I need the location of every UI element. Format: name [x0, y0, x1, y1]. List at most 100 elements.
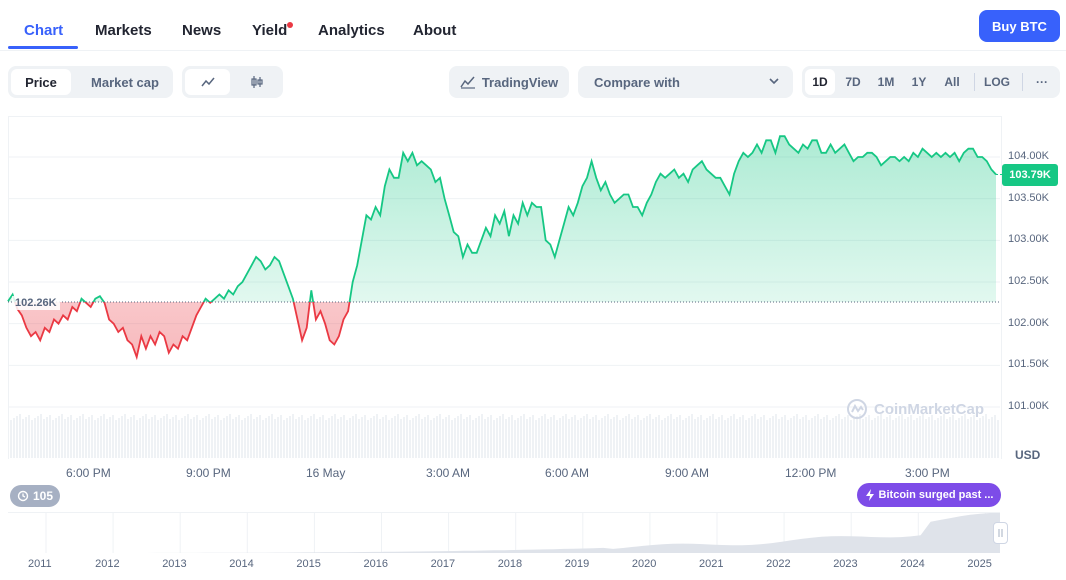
tab-news[interactable]: News — [182, 22, 222, 39]
volume-bar — [31, 420, 33, 458]
volume-bar — [694, 419, 696, 458]
volume-bar — [190, 419, 192, 458]
range-1d[interactable]: 1D — [805, 69, 835, 95]
navigator-year-label: 2012 — [95, 558, 120, 570]
volume-bar — [361, 417, 363, 458]
volume-bar — [472, 420, 474, 458]
volume-bar — [286, 418, 288, 458]
range-1m[interactable]: 1M — [877, 75, 895, 89]
volume-bar — [964, 414, 966, 458]
volume-bar — [73, 420, 75, 458]
tab-about[interactable]: About — [413, 22, 457, 39]
volume-bar — [760, 417, 762, 458]
volume-bar — [583, 416, 585, 458]
news-event-pill[interactable]: Bitcoin surged past ... — [857, 483, 1001, 507]
navigator-handle[interactable] — [993, 522, 1008, 544]
volume-bar — [682, 420, 684, 458]
volume-bar — [268, 416, 270, 458]
volume-bar — [832, 418, 834, 458]
volume-bar — [901, 414, 903, 458]
volume-bar — [928, 417, 930, 458]
log-scale-toggle[interactable]: LOG — [984, 75, 1010, 89]
range-7d[interactable]: 7D — [845, 75, 861, 89]
currency-label: USD — [1015, 448, 1041, 462]
buy-btc-button[interactable]: Buy BTC — [979, 10, 1060, 42]
volume-bar — [850, 420, 852, 458]
volume-bar — [922, 414, 924, 458]
x-axis-tick-label: 9:00 AM — [665, 466, 710, 480]
volume-bar — [517, 418, 519, 458]
volume-bar — [367, 420, 369, 458]
volume-bar — [259, 415, 261, 458]
volume-bar — [262, 420, 264, 458]
volume-bar — [256, 417, 258, 458]
history-navigator[interactable] — [8, 512, 1000, 555]
candle-chart-option[interactable] — [234, 69, 279, 95]
x-axis-tick-label: 6:00 AM — [545, 466, 590, 480]
volume-bar — [178, 420, 180, 458]
volume-bar — [730, 416, 732, 458]
range-1y[interactable]: 1Y — [911, 75, 927, 89]
volume-bar — [859, 414, 861, 458]
volume-bar — [526, 419, 528, 458]
y-axis-tick-label: 101.00K — [1008, 400, 1049, 412]
volume-bar — [919, 416, 921, 458]
volume-bar — [604, 416, 606, 458]
volume-bar — [238, 415, 240, 458]
volume-bar — [88, 417, 90, 458]
volume-bar — [754, 414, 756, 458]
tab-chart[interactable]: Chart — [24, 22, 64, 39]
x-axis-tick-label: 6:00 PM — [66, 466, 111, 480]
volume-bar — [655, 417, 657, 458]
tab-yield[interactable]: Yield — [252, 22, 288, 39]
volume-bar — [700, 415, 702, 458]
volume-bar — [331, 416, 333, 458]
range-all[interactable]: All — [944, 75, 960, 89]
volume-bar — [184, 416, 186, 458]
navigator-year-label: 2020 — [631, 558, 657, 570]
volume-bar — [814, 416, 816, 458]
volume-bar — [13, 418, 15, 458]
candlestick-icon — [250, 76, 263, 88]
events-counter-badge[interactable]: 105 — [10, 485, 60, 507]
volume-bar — [340, 417, 342, 458]
volume-bar — [124, 414, 126, 458]
volume-bar — [637, 415, 639, 458]
volume-bar — [634, 417, 636, 458]
more-options-button[interactable]: ··· — [1036, 75, 1048, 89]
compare-with-select[interactable]: Compare with — [578, 66, 793, 98]
volume-bar — [835, 416, 837, 458]
volume-bar — [823, 417, 825, 458]
volume-bar — [280, 415, 282, 458]
volume-bar — [106, 419, 108, 458]
volume-bar — [790, 418, 792, 458]
tab-analytics[interactable]: Analytics — [318, 22, 385, 39]
volume-bar — [871, 420, 873, 458]
volume-bar — [610, 419, 612, 458]
tab-markets[interactable]: Markets — [95, 22, 152, 39]
volume-bar — [529, 417, 531, 458]
volume-bar — [505, 419, 507, 458]
volume-bar — [727, 418, 729, 458]
volume-bar — [961, 416, 963, 458]
volume-bar — [310, 416, 312, 458]
volume-bar — [991, 417, 993, 458]
volume-bar — [394, 416, 396, 458]
volume-bar — [949, 417, 951, 458]
volume-bar — [751, 416, 753, 458]
price-option[interactable]: Price — [11, 69, 71, 95]
volume-bar — [118, 418, 120, 458]
x-axis-tick-label: 3:00 PM — [905, 466, 950, 480]
volume-bar — [508, 417, 510, 458]
line-chart-option[interactable] — [185, 69, 230, 95]
volume-bar — [445, 417, 447, 458]
volume-bar — [370, 418, 372, 458]
volume-bar — [565, 414, 567, 458]
volume-bar — [535, 420, 537, 458]
volume-bar — [22, 419, 24, 458]
tradingview-button[interactable]: TradingView — [449, 66, 569, 98]
market-cap-option[interactable]: Market cap — [91, 74, 159, 90]
price-line-down — [14, 302, 351, 361]
volume-bar — [736, 419, 738, 458]
